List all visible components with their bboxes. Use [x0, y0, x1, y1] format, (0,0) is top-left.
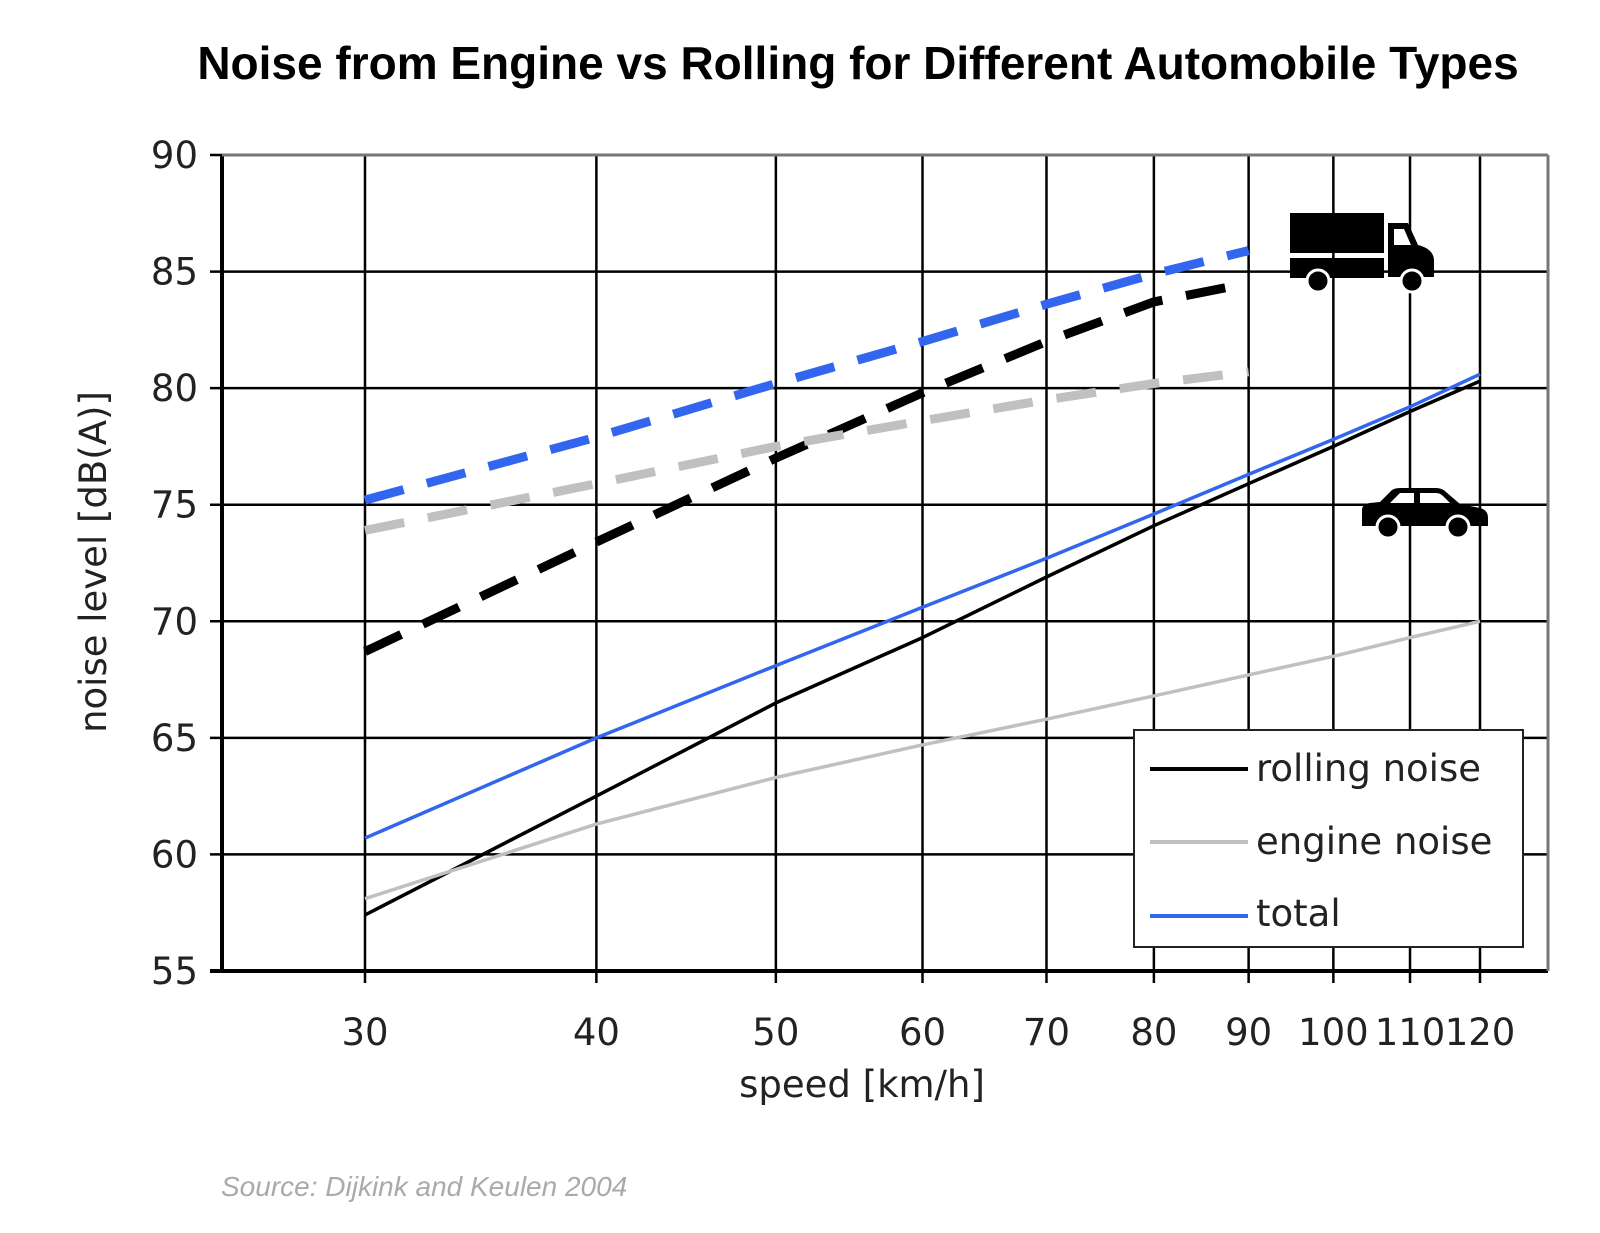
- x-tick-label-60: 60: [899, 1011, 946, 1054]
- series-truck-total: [363, 246, 1250, 505]
- axes: [210, 153, 1550, 973]
- y-tick-label-70: 70: [151, 600, 198, 643]
- series-car-rolling-noise: [364, 379, 1481, 917]
- legend-label-rolling: rolling noise: [1256, 747, 1481, 790]
- source-note: Source: Dijkink and Keulen 2004: [221, 1171, 627, 1202]
- y-tick-label-80: 80: [151, 367, 198, 410]
- x-tick-label-50: 50: [752, 1011, 799, 1054]
- y-tick-label-85: 85: [151, 251, 198, 294]
- y-tick-label-90: 90: [151, 134, 198, 177]
- series-car-engine-noise: [364, 619, 1481, 901]
- legend-label-total: total: [1256, 892, 1341, 935]
- chart-title: Noise from Engine vs Rolling for Differe…: [197, 37, 1518, 89]
- truck-icon: [1290, 213, 1434, 294]
- x-tick-label-30: 30: [341, 1011, 388, 1054]
- y-tick-label-65: 65: [151, 717, 198, 760]
- x-tick-label-110: 110: [1375, 1011, 1446, 1054]
- series-car-total: [364, 372, 1481, 840]
- series-truck-engine-noise: [364, 367, 1250, 535]
- series-truck-rolling-noise: [363, 278, 1250, 656]
- y-tick-label-60: 60: [151, 833, 198, 876]
- legend-label-engine: engine noise: [1256, 820, 1492, 863]
- y-axis-label: noise level [dB(A)]: [72, 391, 115, 733]
- series-layer: [363, 246, 1481, 917]
- y-tick-label-55: 55: [151, 950, 198, 993]
- x-tick-label-70: 70: [1023, 1011, 1070, 1054]
- legend: rolling noise engine noise total: [1133, 729, 1524, 948]
- x-tick-label-90: 90: [1225, 1011, 1272, 1054]
- x-axis-label: speed [km/h]: [739, 1063, 985, 1106]
- x-tick-label-100: 100: [1298, 1011, 1369, 1054]
- legend-box: [1133, 729, 1524, 948]
- y-tick-label-75: 75: [151, 484, 198, 527]
- ticks: 55 60 65 70 75 80 85 90 30 40 50 60 70 80 90 100 110 120: [151, 134, 1515, 1054]
- car-icon: [1362, 488, 1488, 540]
- x-tick-label-80: 80: [1130, 1011, 1177, 1054]
- x-tick-label-40: 40: [573, 1011, 620, 1054]
- x-tick-label-120: 120: [1445, 1011, 1516, 1054]
